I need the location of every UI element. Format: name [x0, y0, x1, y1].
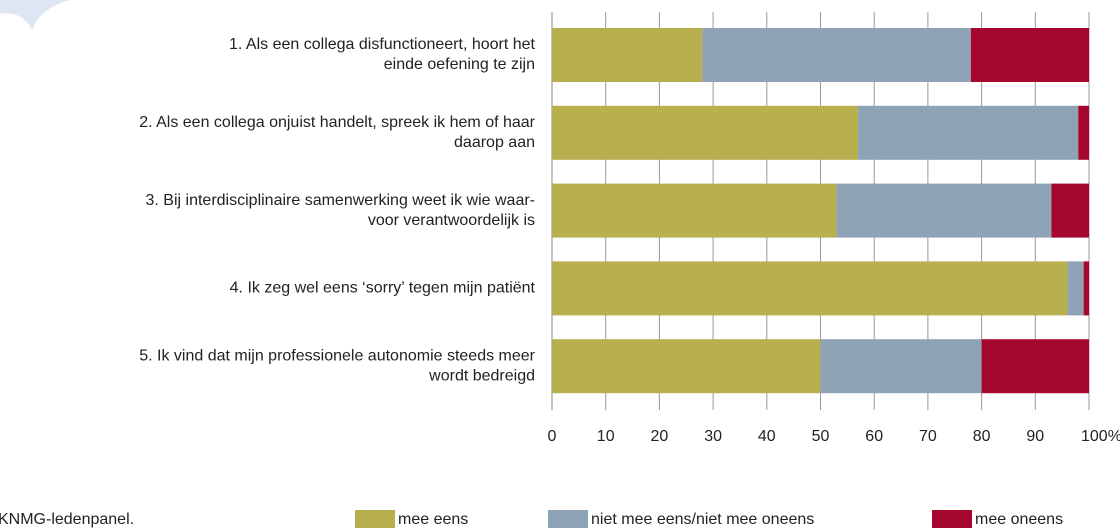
legend-swatch	[548, 510, 588, 528]
category-label: 3. Bij interdisciplinaire samenwerking w…	[146, 192, 535, 209]
bar-segment	[821, 339, 982, 393]
category-label: 2. Als een collega onjuist handelt, spre…	[139, 114, 535, 131]
source-note: KNMG-ledenpanel.	[0, 511, 134, 528]
category-label: 1. Als een collega disfunctioneert, hoor…	[229, 36, 536, 53]
bar-segment	[1068, 261, 1084, 315]
bar-segment	[1078, 106, 1089, 160]
legend-label: niet mee eens/niet mee oneens	[591, 511, 814, 528]
category-label: 5. Ik vind dat mijn professionele autono…	[139, 347, 535, 364]
bar-segment	[982, 339, 1089, 393]
x-tick-label: 30	[704, 428, 722, 445]
category-label: wordt bedreigd	[428, 367, 535, 384]
x-tick-label: 90	[1026, 428, 1044, 445]
bar-segment	[1051, 184, 1089, 238]
x-tick-label: 70	[919, 428, 937, 445]
bar-segment	[702, 28, 971, 82]
bar-segment	[552, 28, 702, 82]
bar-segment	[1084, 261, 1089, 315]
legend-swatch	[932, 510, 972, 528]
x-tick-label: 100%	[1081, 428, 1120, 445]
category-label: daarop aan	[454, 134, 535, 151]
bar-segment	[552, 339, 821, 393]
chart: KNMG-ledenpanel. 0 10 20 30 40 50 60 70 80 90 100%…	[0, 0, 1120, 532]
category-label: 4. Ik zeg wel eens ‘sorry’ tegen mijn pa…	[230, 280, 536, 297]
bar-segment	[971, 28, 1089, 82]
bar-segment	[552, 184, 837, 238]
x-tick-label: 50	[812, 428, 830, 445]
x-tick-label: 60	[865, 428, 883, 445]
x-tick-label: 10	[597, 428, 615, 445]
decoration	[0, 0, 70, 30]
legend-label: mee eens	[398, 511, 468, 528]
category-label: voor verantwoordelijk is	[368, 212, 535, 229]
x-tick-label: 80	[973, 428, 991, 445]
x-tick-label: 0	[548, 428, 557, 445]
bar-segment	[858, 106, 1078, 160]
bar-segment	[552, 106, 858, 160]
legend-label: mee oneens	[975, 511, 1063, 528]
category-label: einde oefening te zijn	[384, 56, 535, 73]
x-tick-label: 20	[651, 428, 669, 445]
bar-segment	[552, 261, 1068, 315]
bar-segment	[837, 184, 1052, 238]
x-tick-label: 40	[758, 428, 776, 445]
legend-swatch	[355, 510, 395, 528]
